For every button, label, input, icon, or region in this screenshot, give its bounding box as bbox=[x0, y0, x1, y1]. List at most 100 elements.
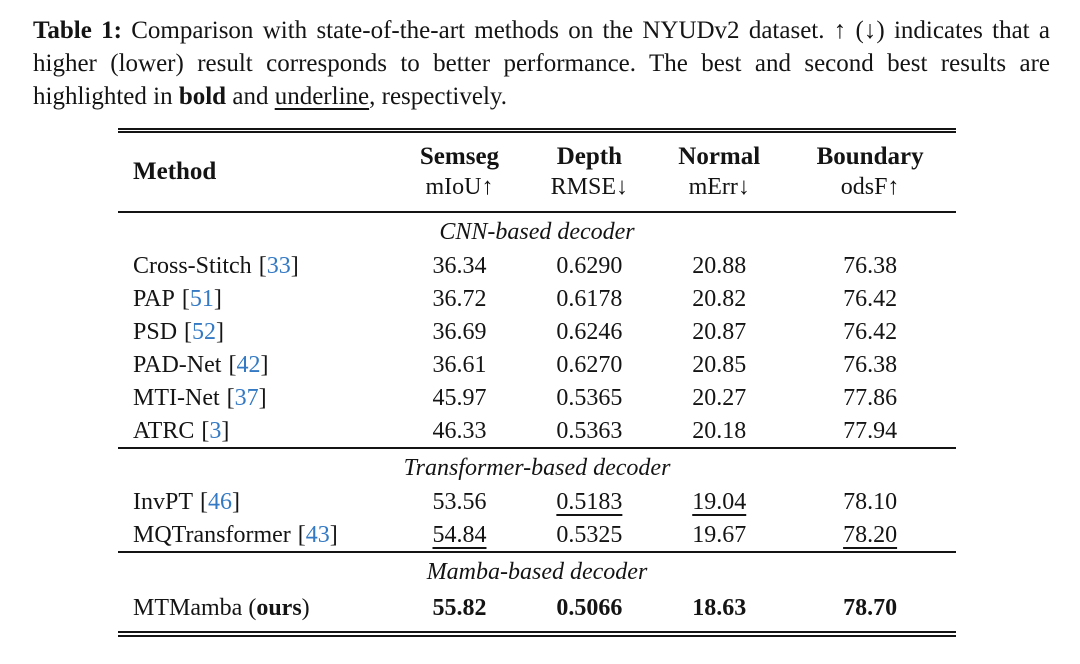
caption-underline-word: underline bbox=[274, 83, 370, 110]
boundary-cell: 78.70 bbox=[784, 590, 956, 634]
method-name: Cross-Stitch bbox=[133, 253, 252, 279]
semseg-cell: 46.33 bbox=[395, 415, 525, 448]
citation-link[interactable]: 46 bbox=[208, 489, 232, 515]
method-name: PAD-Net bbox=[133, 352, 222, 378]
citation-link[interactable]: 51 bbox=[189, 286, 214, 312]
citation-open-bracket: [ bbox=[297, 521, 306, 548]
normal-cell: 20.85 bbox=[654, 349, 784, 382]
citation-link[interactable]: 42 bbox=[236, 352, 261, 378]
table-caption: Table 1: Comparison with state-of-the-ar… bbox=[0, 0, 1080, 113]
citation-link[interactable]: 3 bbox=[209, 417, 222, 444]
normal-cell: 20.18 bbox=[654, 415, 784, 448]
table-row: PAD-Net [42] 36.61 0.6270 20.85 76.38 bbox=[118, 349, 956, 382]
cell-value: 20.85 bbox=[692, 352, 747, 378]
section-cnn: CNN-based decoder Cross-Stitch [33] 36.34… bbox=[118, 211, 956, 448]
cell-value: 0.6246 bbox=[556, 319, 623, 345]
method-cell: Cross-Stitch [33] bbox=[118, 250, 395, 283]
caption-text-1: Comparison with state-of-the-art methods… bbox=[33, 17, 1050, 110]
caption-bold-word: bold bbox=[178, 83, 227, 110]
citation-link[interactable]: 37 bbox=[234, 385, 259, 411]
section-title-transformer: Transformer-based decoder bbox=[118, 447, 956, 486]
header-method: Method bbox=[118, 130, 395, 213]
depth-cell: 0.5183 bbox=[524, 486, 654, 519]
cell-value: 36.69 bbox=[432, 319, 487, 345]
header-normal: Normal mErr↓ bbox=[654, 130, 785, 213]
method-cell: MTMamba (ours) bbox=[118, 590, 395, 634]
method-name: ATRC bbox=[133, 417, 195, 444]
cell-value: 76.42 bbox=[843, 286, 898, 312]
method-name: MQTransformer bbox=[133, 521, 291, 548]
citation-link[interactable]: 33 bbox=[266, 253, 291, 279]
cell-value: 0.5363 bbox=[556, 417, 623, 444]
paper-page: Table 1: Comparison with state-of-the-ar… bbox=[0, 0, 1080, 637]
cell-value: 45.97 bbox=[432, 385, 487, 411]
cell-value: 36.34 bbox=[432, 253, 487, 279]
semseg-cell: 36.34 bbox=[395, 250, 525, 283]
citation-close-bracket: ] bbox=[329, 521, 338, 548]
cell-value: 20.87 bbox=[692, 319, 747, 345]
boundary-cell: 76.42 bbox=[784, 283, 956, 316]
depth-cell: 0.5066 bbox=[524, 590, 654, 634]
results-table: Method Semseg mIoU↑ Depth RMSE↓ Normal m… bbox=[118, 128, 956, 637]
table-row-ours: MTMamba (ours) 55.82 0.5066 18.63 78.70 bbox=[118, 590, 956, 634]
cell-value: 53.56 bbox=[432, 489, 487, 515]
semseg-cell: 55.82 bbox=[395, 590, 525, 634]
method-cell: InvPT [46] bbox=[118, 486, 395, 519]
citation-open-bracket: [ bbox=[181, 286, 190, 312]
method-name: PAP bbox=[133, 286, 175, 312]
normal-cell: 20.87 bbox=[654, 316, 784, 349]
method-cell: PAP [51] bbox=[118, 283, 395, 316]
depth-cell: 0.6246 bbox=[524, 316, 654, 349]
depth-cell: 0.6270 bbox=[524, 349, 654, 382]
citation-link[interactable]: 52 bbox=[192, 319, 217, 345]
header-semseg-metric: mIoU↑ bbox=[425, 174, 494, 200]
citation-close-bracket: ] bbox=[232, 489, 240, 515]
cell-value: 20.27 bbox=[692, 385, 747, 411]
citation-close-bracket: ] bbox=[258, 385, 267, 411]
boundary-cell: 77.94 bbox=[784, 415, 956, 448]
citation-open-bracket: [ bbox=[258, 253, 267, 279]
method-cell: PAD-Net [42] bbox=[118, 349, 395, 382]
semseg-cell: 45.97 bbox=[395, 382, 525, 415]
citation-open-bracket: [ bbox=[226, 385, 235, 411]
citation-close-bracket: ] bbox=[216, 319, 225, 345]
cell-value: 55.82 bbox=[432, 594, 487, 621]
cell-value: 76.38 bbox=[843, 352, 898, 378]
cell-value: 20.82 bbox=[692, 286, 747, 312]
method-name-suffix: ) bbox=[301, 594, 310, 621]
header-depth: Depth RMSE↓ bbox=[524, 130, 655, 213]
cell-value: 0.6290 bbox=[556, 253, 623, 279]
boundary-cell: 76.38 bbox=[784, 250, 956, 283]
cell-value: 0.5325 bbox=[556, 521, 623, 548]
depth-cell: 0.6178 bbox=[524, 283, 654, 316]
cell-value: 54.84 bbox=[432, 521, 487, 548]
boundary-cell: 78.20 bbox=[784, 519, 956, 552]
header-semseg: Semseg mIoU↑ bbox=[394, 130, 525, 213]
header-semseg-title: Semseg bbox=[419, 143, 500, 170]
normal-cell: 19.67 bbox=[654, 519, 784, 552]
normal-cell: 18.63 bbox=[654, 590, 784, 634]
normal-cell: 19.04 bbox=[654, 486, 784, 519]
header-boundary-metric: odsF↑ bbox=[840, 174, 900, 200]
caption-text-2: and bbox=[226, 83, 275, 110]
cell-value: 46.33 bbox=[432, 417, 487, 444]
cell-value: 19.04 bbox=[692, 489, 747, 515]
citation-close-bracket: ] bbox=[260, 352, 269, 378]
header-normal-metric: mErr↓ bbox=[688, 174, 750, 200]
semseg-cell: 53.56 bbox=[395, 486, 525, 519]
table-row: ATRC [3] 46.33 0.5363 20.18 77.94 bbox=[118, 415, 956, 448]
citation-close-bracket: ] bbox=[213, 286, 222, 312]
cell-value: 76.42 bbox=[843, 319, 898, 345]
method-name-prefix: MTMamba ( bbox=[133, 594, 257, 621]
citation-close-bracket: ] bbox=[290, 253, 299, 279]
cell-value: 19.67 bbox=[692, 521, 747, 548]
cell-value: 78.10 bbox=[843, 489, 898, 515]
section-title-mamba: Mamba-based decoder bbox=[118, 551, 956, 590]
method-cell: MTI-Net [37] bbox=[118, 382, 395, 415]
citation-open-bracket: [ bbox=[201, 417, 210, 444]
table-row: PAP [51] 36.72 0.6178 20.82 76.42 bbox=[118, 283, 956, 316]
method-cell: MQTransformer [43] bbox=[118, 519, 395, 552]
cell-value: 20.88 bbox=[692, 253, 747, 279]
citation-link[interactable]: 43 bbox=[305, 521, 330, 548]
cell-value: 0.6178 bbox=[556, 286, 623, 312]
